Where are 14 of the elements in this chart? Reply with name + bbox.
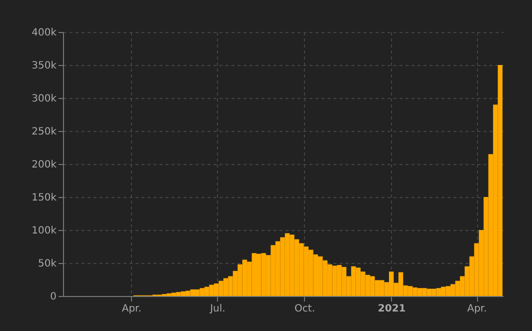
y-tick-label: 0 — [50, 292, 56, 302]
y-tick-label: 400k — [32, 28, 57, 38]
x-tick-label: Oct. — [294, 304, 316, 314]
y-tick-label: 150k — [32, 192, 57, 204]
x-tick-label: Apr. — [122, 304, 142, 314]
x-tick-label: 2021 — [378, 304, 406, 314]
y-tick-label: 350k — [32, 60, 57, 72]
x-tick-label: Jul. — [209, 304, 226, 314]
y-tick-label: 250k — [32, 126, 57, 138]
y-tick-label: 300k — [32, 94, 57, 104]
y-tick-label: 200k — [32, 160, 57, 170]
x-tick-label: Apr. — [467, 304, 487, 314]
y-tick-label: 50k — [38, 258, 57, 270]
y-tick-label: 100k — [32, 226, 57, 236]
